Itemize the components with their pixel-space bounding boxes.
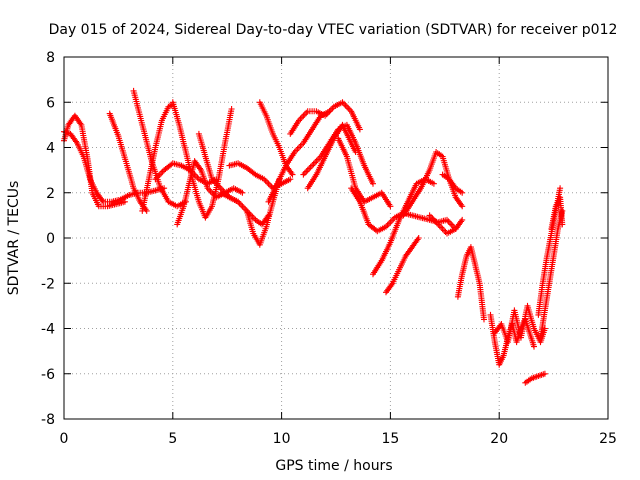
series-sat-track-ab: [522, 370, 548, 386]
point-markers: [304, 121, 359, 192]
x-tick-label: 10: [273, 431, 291, 447]
y-tick-label: 8: [46, 50, 55, 66]
series-sat-track-d: [130, 87, 189, 210]
y-tick-label: 2: [46, 186, 55, 202]
point-markers: [265, 108, 333, 205]
series-sat-track-o: [287, 99, 363, 137]
series-sat-track-aa: [491, 302, 548, 346]
series-sat-track-h: [174, 158, 246, 228]
chart-title: Day 015 of 2024, Sidereal Day-to-day VTE…: [49, 22, 618, 38]
series-sat-track-k: [226, 160, 294, 192]
y-tick-label: 6: [46, 95, 55, 111]
y-tick-label: 0: [46, 231, 55, 247]
series-sat-track-m: [256, 99, 296, 178]
x-tick-label: 5: [168, 431, 177, 447]
point-markers: [287, 99, 363, 137]
point-markers: [383, 235, 422, 296]
point-markers: [335, 135, 394, 210]
point-markers: [537, 207, 566, 341]
point-markers: [491, 302, 548, 346]
point-markers: [426, 212, 466, 237]
point-markers: [548, 194, 566, 232]
point-markers: [139, 101, 176, 214]
y-tick-label: 4: [46, 141, 55, 157]
series-sat-track-e: [139, 101, 176, 214]
point-markers: [226, 160, 294, 192]
axis-ticks: 0 5 10 15 20 25 -8 -6 -4 -2 0 2 4 6 8: [41, 50, 617, 447]
x-tick-label: 0: [60, 431, 69, 447]
grid: [64, 57, 608, 419]
series-sat-track-w: [426, 212, 466, 237]
x-axis-label: GPS time / hours: [275, 458, 392, 474]
point-markers: [169, 99, 235, 221]
series-sat-track-g: [169, 99, 235, 221]
data-points: [61, 87, 566, 386]
point-markers: [439, 171, 466, 196]
point-markers: [454, 244, 487, 323]
y-tick-label: -6: [41, 367, 55, 383]
x-tick-label: 15: [381, 431, 399, 447]
y-tick-label: -4: [41, 322, 55, 338]
point-markers: [61, 112, 128, 210]
series-sat-track-n: [265, 108, 333, 205]
series-sat-track-j: [217, 189, 272, 228]
series-sat-track-r: [335, 135, 394, 210]
y-tick-label: -2: [41, 276, 55, 292]
series-sat-track-q: [304, 121, 359, 192]
series-sat-track-b: [61, 112, 128, 210]
x-tick-label: 25: [599, 431, 617, 447]
plot-frame: [63, 56, 609, 420]
series-sat-track-y: [454, 244, 487, 323]
series-sat-track-ae: [548, 194, 566, 232]
series-sat-track-x: [439, 171, 466, 196]
y-axis-label: SDTVAR / TECUs: [6, 181, 22, 296]
point-markers: [106, 110, 150, 214]
point-markers: [256, 99, 296, 178]
series-sat-track-c: [106, 110, 150, 214]
point-markers: [217, 189, 272, 228]
series-sat-track-ad: [537, 207, 566, 341]
point-markers: [522, 370, 548, 386]
point-markers: [130, 87, 189, 210]
x-tick-label: 20: [490, 431, 508, 447]
series-sat-track-u: [383, 235, 422, 296]
point-markers: [174, 158, 246, 228]
y-tick-label: -8: [41, 412, 55, 428]
